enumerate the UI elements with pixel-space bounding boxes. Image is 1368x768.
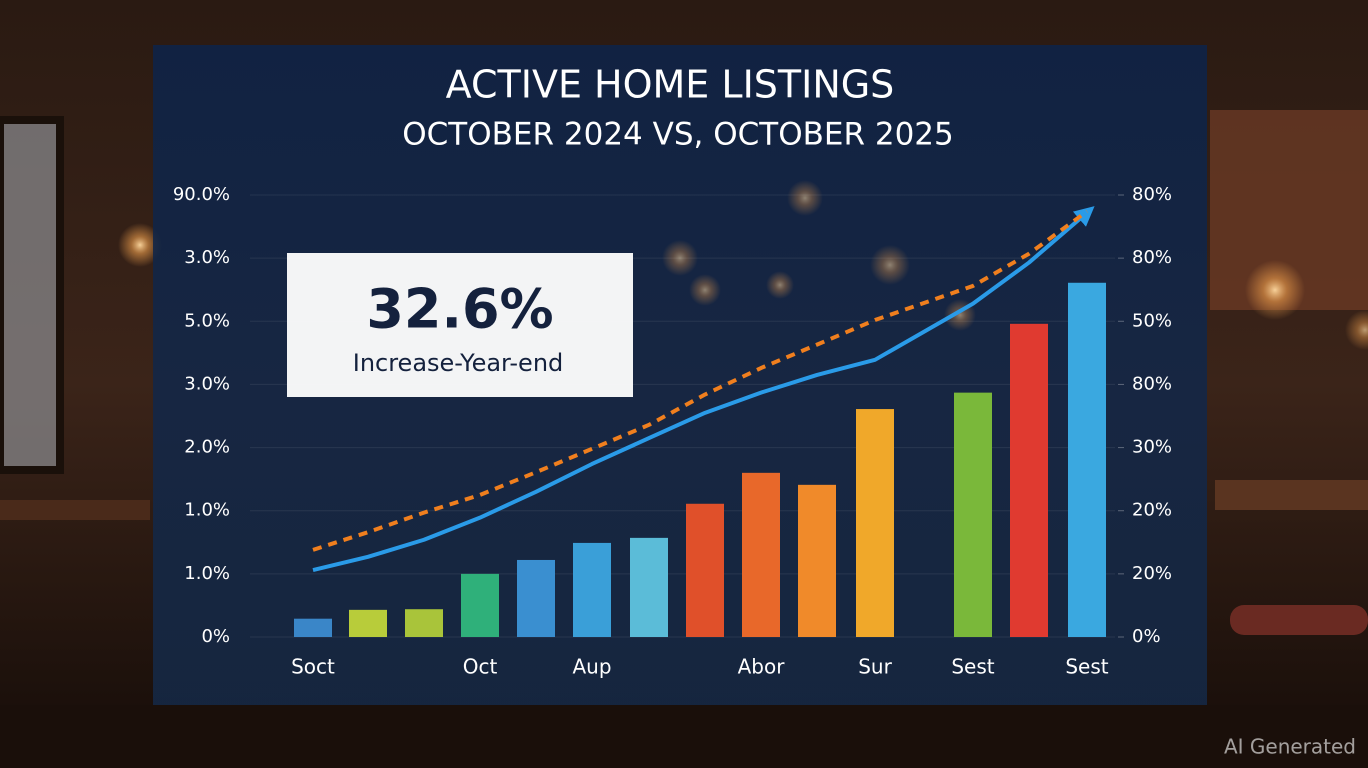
line-series bbox=[312, 206, 1095, 573]
y-tick-label: 1.0% bbox=[184, 500, 230, 521]
bar bbox=[294, 618, 332, 637]
bar bbox=[1068, 282, 1106, 637]
bar bbox=[856, 409, 894, 637]
y-tick-label: 3.0% bbox=[184, 247, 230, 268]
y2-tick-label: 20% bbox=[1132, 563, 1172, 584]
x-tick-label: Oct bbox=[463, 655, 498, 679]
y2-tick-label: 0% bbox=[1132, 626, 1161, 647]
line-series bbox=[312, 209, 1089, 552]
y-tick-label: 0% bbox=[201, 626, 230, 647]
bar bbox=[798, 484, 836, 637]
y-tick-label: 1.0% bbox=[184, 563, 230, 584]
y2-tick-label: 30% bbox=[1132, 437, 1172, 458]
bar bbox=[742, 472, 780, 637]
callout-box bbox=[287, 253, 633, 397]
y-tick-label: 2.0% bbox=[184, 437, 230, 458]
y2-tick-label: 80% bbox=[1132, 373, 1172, 394]
x-tick-label: Sest bbox=[1065, 655, 1108, 679]
callout-text: Increase-Year-end bbox=[353, 349, 564, 377]
y-tick-label: 5.0% bbox=[184, 310, 230, 331]
x-tick-label: Abor bbox=[738, 655, 786, 679]
chart-title: ACTIVE HOME LISTINGS bbox=[446, 63, 895, 107]
bar bbox=[954, 392, 992, 637]
x-tick-label: Sest bbox=[951, 655, 994, 679]
callout-value: 32.6% bbox=[366, 278, 553, 341]
y2-tick-label: 20% bbox=[1132, 500, 1172, 521]
bar bbox=[461, 573, 499, 637]
bar bbox=[517, 559, 555, 637]
bar bbox=[405, 609, 443, 637]
x-tick-label: Aup bbox=[572, 655, 611, 679]
bar bbox=[630, 537, 668, 637]
y2-tick-label: 80% bbox=[1132, 247, 1172, 268]
chart-subtitle: OCTOBER 2024 VS, OCTOBER 2025 bbox=[402, 117, 954, 153]
bar bbox=[686, 503, 724, 637]
bar bbox=[1010, 323, 1048, 637]
y2-tick-label: 50% bbox=[1132, 310, 1172, 331]
y-tick-label: 3.0% bbox=[184, 373, 230, 394]
bar bbox=[349, 609, 387, 637]
bar bbox=[573, 542, 611, 637]
y-tick-label: 90.0% bbox=[173, 184, 230, 205]
plot: 0% 1.0% 1.0% 2.0% 3.0% 5.0% 3.0% 90.0% 0% 20% 20% 3… bbox=[173, 184, 1172, 679]
y2-tick-label: 80% bbox=[1132, 184, 1172, 205]
x-tick-label: Soct bbox=[291, 655, 335, 679]
x-tick-label: Sur bbox=[858, 655, 892, 679]
watermark: AI Generated bbox=[1224, 735, 1356, 759]
